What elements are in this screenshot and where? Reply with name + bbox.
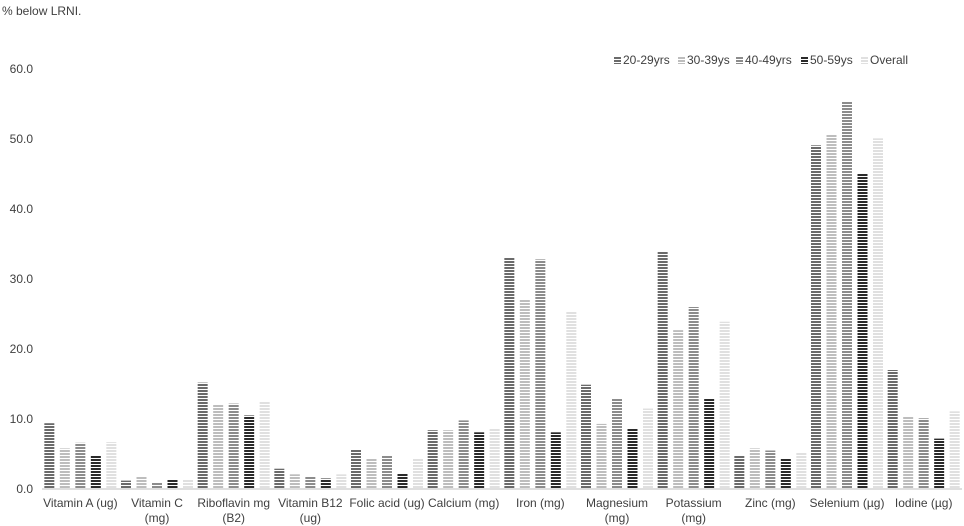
category-label: Selenium (µg)	[810, 496, 885, 510]
bar-50-59ys	[397, 473, 408, 489]
bar-50-59ys	[627, 428, 638, 489]
bar-50-59ys	[90, 455, 101, 489]
bar-30-39ys	[366, 458, 377, 489]
bar-overall	[949, 411, 960, 489]
bar-20-29yrs	[581, 384, 591, 489]
bar-40-49yrs	[535, 259, 546, 489]
bar-40-49yrs	[612, 398, 622, 489]
bar-50-59ys	[167, 479, 178, 489]
bar-30-39ys	[136, 476, 147, 489]
bar-50-59ys	[244, 415, 255, 489]
bar-40-49yrs	[918, 418, 929, 489]
bar-30-39ys	[519, 300, 530, 489]
bar-40-49yrs	[458, 420, 469, 489]
bar-20-29yrs	[504, 257, 515, 489]
legend-swatch	[736, 56, 743, 64]
bar-50-59ys	[320, 478, 331, 489]
bars	[44, 101, 960, 490]
bar-20-29yrs	[121, 480, 131, 489]
bar-20-29yrs	[197, 382, 208, 489]
bar-30-39ys	[749, 448, 760, 489]
category-label: Iron (mg)	[516, 496, 565, 510]
category-labels: Vitamin A (ug) Vitamin C (mg) Riboflavin mg…	[43, 496, 952, 525]
y-tick-label: 10.0	[10, 412, 34, 426]
category-label: Zinc (mg)	[745, 496, 796, 510]
y-tick-label: 40.0	[10, 202, 34, 216]
bar-30-39ys	[673, 330, 684, 489]
bar-50-59ys	[934, 438, 945, 489]
y-tick-label: 60.0	[10, 62, 34, 76]
bar-30-39ys	[596, 423, 607, 489]
y-tick-label: 30.0	[10, 272, 34, 286]
legend-swatch	[614, 56, 621, 64]
bar-overall	[566, 311, 577, 489]
bar-20-29yrs	[887, 370, 898, 489]
bar-30-39ys	[826, 134, 837, 490]
bar-20-29yrs	[734, 455, 745, 489]
y-axis-ticks: 0.0 10.0 20.0 30.0 40.0 50.0 60.0	[10, 62, 34, 496]
bar-30-39ys	[443, 430, 454, 489]
bar-overall	[106, 442, 117, 489]
bar-overall	[336, 474, 347, 489]
bar-40-49yrs	[765, 450, 776, 489]
y-axis-label: % below LRNI.	[2, 4, 81, 18]
bar-20-29yrs	[351, 449, 361, 489]
category-label: Vitamin B12 (ug)	[278, 496, 343, 525]
bar-overall	[489, 428, 500, 489]
bar-30-39ys	[903, 416, 914, 489]
bar-20-29yrs	[44, 423, 55, 489]
bar-overall	[796, 452, 807, 489]
category-label: Folic acid (ug)	[349, 496, 424, 510]
bar-30-39ys	[59, 448, 70, 489]
bar-40-49yrs	[228, 403, 239, 489]
category-label: Vitamin C (mg)	[131, 496, 183, 525]
bar-40-49yrs	[152, 482, 162, 489]
legend-swatch	[678, 56, 685, 64]
bar-50-59ys	[704, 398, 715, 489]
category-label: Potassium (mg)	[666, 496, 722, 525]
bar-40-49yrs	[382, 455, 392, 489]
bar-40-49yrs	[688, 307, 699, 489]
bar-20-29yrs	[274, 468, 285, 489]
bar-30-39ys	[213, 404, 224, 489]
bar-50-59ys	[857, 173, 868, 490]
category-label: Magnesium (mg)	[586, 496, 648, 525]
category-label: Riboflavin mg (B2)	[197, 496, 270, 525]
legend-swatch	[861, 56, 868, 64]
bar-overall	[259, 401, 270, 489]
category-label: Iodine (µg)	[895, 496, 953, 510]
y-tick-label: 50.0	[10, 132, 34, 146]
legend-label: 50-59ys	[810, 53, 853, 67]
legend-swatch	[801, 56, 808, 64]
bar-40-49yrs	[75, 442, 86, 489]
legend-label: 40-49yrs	[745, 53, 792, 67]
legend: 20-29yrs 30-39ys 40-49yrs 50-59ys Overall	[614, 53, 908, 67]
legend-label: 20-29yrs	[623, 53, 670, 67]
bar-50-59ys	[550, 432, 561, 489]
bar-40-49yrs	[305, 476, 316, 489]
bar-50-59ys	[780, 458, 791, 489]
bar-20-29yrs	[427, 430, 438, 489]
bar-overall	[183, 479, 193, 489]
bar-30-39ys	[289, 474, 300, 489]
bar-overall	[719, 321, 730, 489]
bar-overall	[413, 458, 423, 489]
category-label: Calcium (mg)	[428, 496, 499, 510]
category-label: Vitamin A (ug)	[43, 496, 117, 510]
y-tick-label: 0.0	[16, 482, 33, 496]
bar-overall	[873, 138, 883, 490]
bar-overall	[643, 408, 653, 489]
legend-label: Overall	[870, 53, 908, 67]
legend-label: 30-39ys	[687, 53, 730, 67]
bar-40-49yrs	[842, 101, 852, 490]
bar-20-29yrs	[657, 251, 668, 489]
y-tick-label: 20.0	[10, 342, 34, 356]
bar-50-59ys	[474, 432, 485, 489]
bar-20-29yrs	[811, 145, 821, 490]
